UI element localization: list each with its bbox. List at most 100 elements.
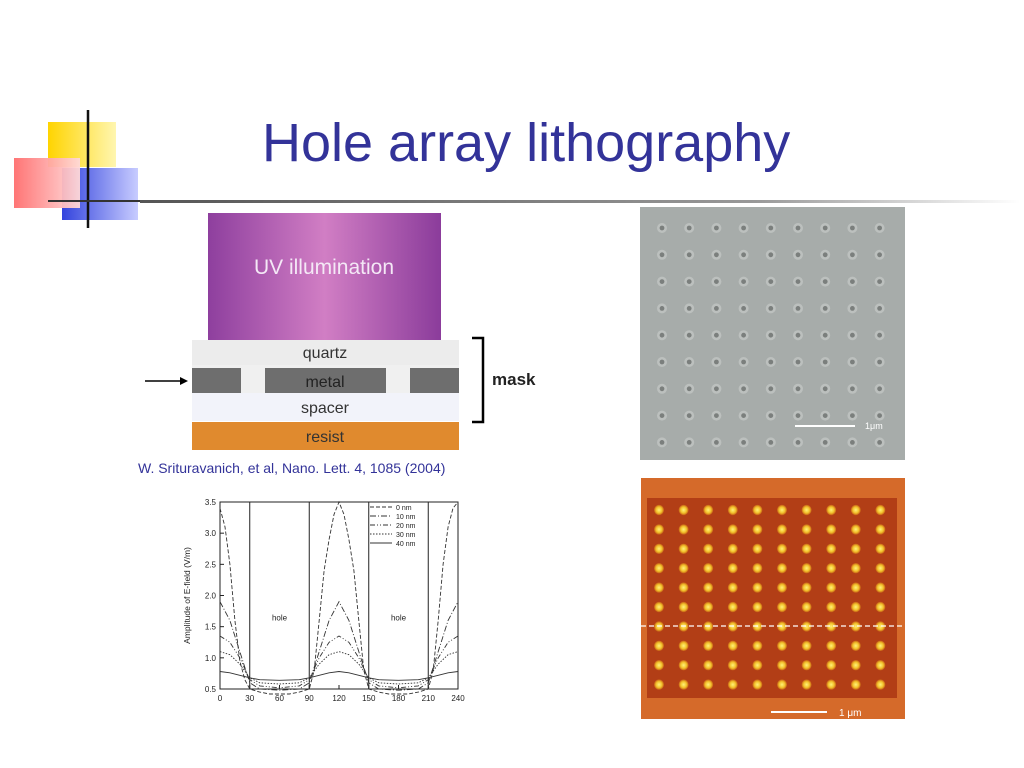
hole	[741, 386, 746, 392]
hole	[877, 332, 882, 338]
hole	[850, 359, 855, 365]
hole	[768, 332, 774, 338]
afm-dot	[875, 660, 886, 671]
uv-label: UV illumination	[254, 256, 394, 279]
hole	[877, 359, 882, 365]
afm-dot	[850, 679, 861, 690]
x-tick-label: 240	[451, 694, 465, 703]
afm-dot	[703, 543, 714, 554]
hole	[686, 279, 692, 284]
afm-dot	[777, 660, 787, 671]
hole	[795, 413, 801, 418]
afm-dot	[826, 679, 837, 690]
hole	[686, 359, 692, 365]
afm-dot	[850, 621, 861, 632]
sem-image: 1μm	[640, 207, 905, 460]
afm-dot	[777, 601, 787, 613]
hole	[850, 306, 855, 311]
afm-dot	[678, 582, 689, 593]
afm-dot	[678, 543, 689, 554]
slide-title: Hole array lithography	[262, 113, 791, 173]
y-tick-label: 2.0	[205, 592, 217, 601]
hole	[686, 332, 692, 338]
metal-label: metal	[305, 374, 344, 391]
legend-entry: 0 nm	[396, 505, 412, 512]
hole	[659, 225, 665, 231]
hole	[768, 440, 774, 445]
afm-dot	[654, 543, 664, 554]
hole	[741, 306, 746, 311]
afm-dot	[703, 640, 714, 651]
quartz-label: quartz	[303, 345, 347, 362]
x-tick-label: 210	[422, 694, 436, 703]
afm-dot	[752, 601, 763, 613]
mask-schematic: UV illumination quartz metal spacer resi…	[145, 213, 536, 450]
hole	[714, 279, 719, 284]
hole	[741, 440, 746, 445]
hole	[659, 306, 665, 311]
afm-dot	[752, 640, 763, 651]
plot-frame	[219, 501, 459, 690]
afm-dot	[801, 679, 812, 690]
afm-dot	[703, 679, 714, 690]
hole	[877, 413, 882, 418]
afm-dot	[875, 601, 886, 613]
afm-dot	[850, 601, 861, 613]
afm-dot	[826, 582, 837, 593]
hole	[795, 306, 801, 311]
legend-entry: 40 nm	[396, 541, 416, 548]
resist-label: resist	[306, 429, 345, 446]
series-line	[219, 500, 459, 695]
afm-image: 1 μm	[641, 478, 905, 719]
arrow-head	[180, 377, 188, 385]
y-tick-label: 1.5	[205, 623, 217, 632]
afm-dot	[777, 582, 787, 593]
hole	[686, 306, 692, 311]
spacer-label: spacer	[301, 400, 350, 417]
afm-dot	[703, 582, 714, 593]
y-tick-label: 3.0	[205, 529, 217, 538]
afm-dot	[727, 504, 738, 516]
hole	[850, 386, 855, 392]
y-tick-label: 1.0	[205, 654, 217, 663]
hole	[822, 306, 828, 311]
afm-dot	[826, 504, 837, 516]
afm-dot	[703, 524, 714, 535]
x-tick-label: 60	[275, 694, 284, 703]
metal-block	[192, 368, 241, 393]
hole	[714, 413, 719, 418]
afm-dot	[777, 543, 787, 554]
afm-dot	[678, 563, 689, 574]
afm-dot	[850, 582, 861, 593]
hole	[850, 225, 855, 231]
afm-dot	[875, 543, 886, 554]
afm-dot	[752, 543, 763, 554]
afm-dot	[654, 524, 664, 535]
afm-dot	[678, 504, 689, 516]
hole	[686, 225, 692, 231]
legend-entry: 30 nm	[396, 532, 416, 539]
efield-chart: 0 30 60 90 120 150 180 210 240 0.5 1.0 1.5 2.0 2.5 3.0…	[182, 498, 465, 703]
metal-block	[290, 368, 360, 393]
hole	[714, 332, 719, 338]
afm-dot	[801, 563, 812, 574]
hole	[822, 279, 828, 284]
hole	[850, 279, 855, 284]
metal-block	[410, 368, 459, 393]
afm-dot	[678, 524, 689, 535]
hole	[741, 332, 746, 338]
hole	[659, 359, 665, 365]
hole	[822, 413, 828, 418]
x-tick-label: 180	[392, 694, 406, 703]
hole	[659, 440, 665, 445]
hole	[659, 252, 665, 258]
x-tick-label: 150	[362, 694, 376, 703]
afm-dot	[678, 660, 689, 671]
hole	[877, 252, 882, 258]
afm-dot	[727, 601, 738, 613]
citation: W. Srituravanich, et al, Nano. Lett. 4, …	[138, 460, 446, 476]
hole	[659, 279, 665, 284]
hole	[822, 332, 828, 338]
hole	[822, 440, 828, 445]
legend-entry: 20 nm	[396, 523, 416, 530]
